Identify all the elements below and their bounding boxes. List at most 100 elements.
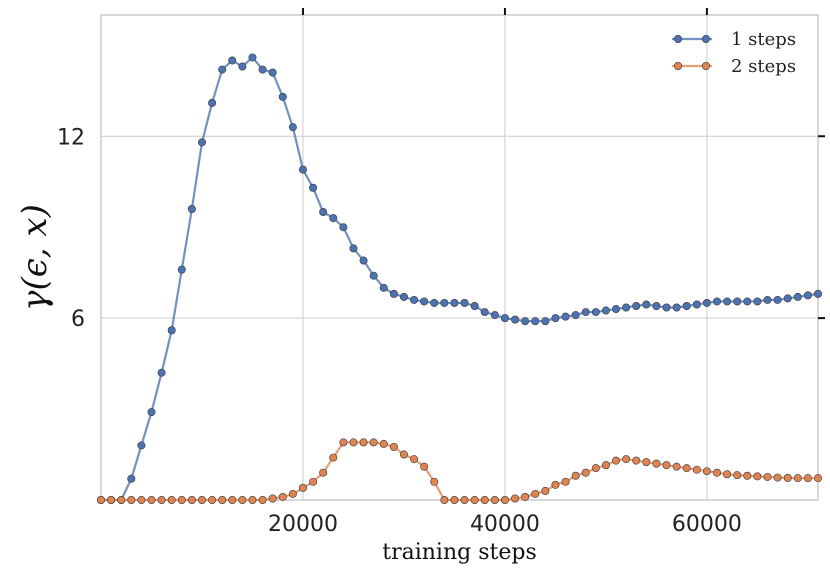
data-point — [147, 408, 156, 417]
data-point — [773, 473, 782, 482]
data-point — [197, 138, 206, 147]
data-point — [581, 468, 590, 477]
data-point — [773, 295, 782, 304]
data-point — [783, 473, 792, 482]
data-point — [117, 495, 126, 504]
data-point — [278, 492, 287, 501]
data-point — [298, 483, 307, 492]
data-point — [521, 492, 530, 501]
data-point — [763, 295, 772, 304]
legend-marker — [673, 34, 682, 43]
data-point — [652, 301, 661, 310]
data-point — [612, 456, 621, 465]
data-point — [197, 495, 206, 504]
data-point — [591, 464, 600, 473]
data-point — [642, 300, 651, 309]
data-point — [470, 301, 479, 310]
data-point — [743, 471, 752, 480]
data-point — [319, 468, 328, 477]
data-point — [309, 183, 318, 192]
data-point — [107, 495, 116, 504]
legend-label: 1 steps — [731, 29, 796, 50]
data-point — [157, 368, 166, 377]
data-point — [410, 455, 419, 464]
data-point — [460, 495, 469, 504]
data-point — [601, 461, 610, 470]
data-point — [410, 295, 419, 304]
data-point — [258, 65, 267, 74]
data-point — [369, 271, 378, 280]
data-point — [561, 312, 570, 321]
data-point — [490, 311, 499, 320]
data-point — [541, 486, 550, 495]
data-point — [813, 474, 822, 483]
data-point — [480, 308, 489, 317]
data-point — [329, 214, 338, 223]
data-point — [682, 301, 691, 310]
data-point — [399, 450, 408, 459]
data-point — [480, 495, 489, 504]
data-point — [177, 265, 186, 274]
data-point — [581, 308, 590, 317]
data-point — [147, 495, 156, 504]
grid — [101, 15, 818, 500]
data-point — [339, 438, 348, 447]
data-point — [733, 297, 742, 306]
data-point — [288, 123, 297, 132]
legend-marker — [701, 34, 710, 43]
data-point — [369, 438, 378, 447]
x-axis-label: training steps — [382, 540, 536, 565]
y-tick-label: 6 — [71, 307, 85, 332]
data-point — [339, 223, 348, 232]
data-point — [763, 472, 772, 481]
data-point — [500, 495, 509, 504]
series-layer — [97, 53, 822, 504]
data-point — [157, 495, 166, 504]
data-point — [268, 68, 277, 77]
x-tick-label: 20000 — [268, 512, 338, 537]
data-point — [187, 205, 196, 214]
data-point — [288, 489, 297, 498]
data-point — [440, 495, 449, 504]
data-point — [702, 467, 711, 476]
data-point — [511, 315, 520, 324]
data-point — [97, 495, 106, 504]
tick-labels: 20000 40000 60000 6 12 — [57, 125, 742, 537]
data-point — [440, 298, 449, 307]
data-point — [803, 291, 812, 300]
plot-border — [100, 14, 819, 501]
data-point — [622, 303, 631, 312]
data-point — [258, 495, 267, 504]
data-point — [632, 301, 641, 310]
data-point — [713, 297, 722, 306]
data-point — [692, 300, 701, 309]
data-point — [702, 298, 711, 307]
data-point — [632, 456, 641, 465]
data-point — [541, 317, 550, 326]
plot-frame — [100, 8, 825, 501]
data-point — [723, 297, 732, 306]
data-point — [561, 477, 570, 486]
data-point — [662, 461, 671, 470]
data-point — [298, 165, 307, 174]
data-point — [571, 471, 580, 480]
data-point — [218, 65, 227, 74]
data-point — [228, 495, 237, 504]
data-point — [248, 53, 257, 62]
data-point — [208, 495, 217, 504]
data-point — [803, 474, 812, 483]
data-point — [268, 494, 277, 503]
data-point — [783, 294, 792, 303]
legend-marker — [701, 61, 710, 70]
y-tick-label: 12 — [57, 125, 85, 150]
data-point — [399, 292, 408, 301]
series-line-1 — [101, 56, 819, 502]
data-point — [743, 297, 752, 306]
data-point — [723, 470, 732, 479]
data-point — [682, 464, 691, 473]
data-point — [470, 495, 479, 504]
data-point — [319, 208, 328, 217]
data-point — [137, 495, 146, 504]
data-point — [379, 283, 388, 292]
